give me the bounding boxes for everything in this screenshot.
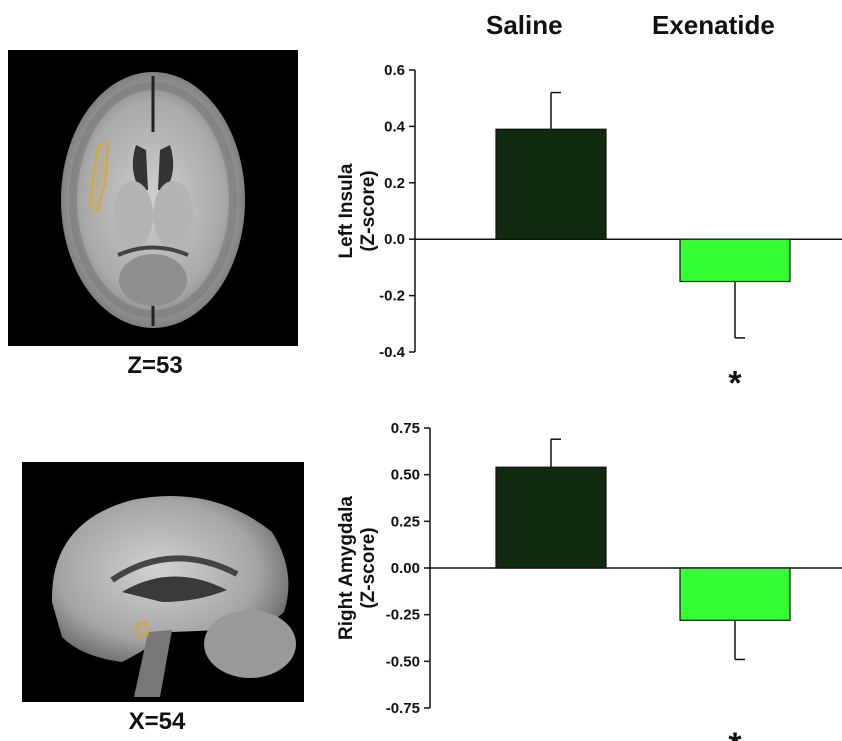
significance-star-amygdala: * [728, 726, 742, 741]
axial-brain-image [8, 50, 298, 346]
insula-roi-outline [89, 140, 109, 212]
y-tick-label-insula: 0.6 [384, 62, 405, 79]
y-tick-label-amygdala: 0.50 [391, 467, 420, 484]
y-tick-label-insula: 0.4 [384, 118, 406, 135]
y-axis-label-insula: (Z-score) [358, 170, 379, 251]
group-label-saline: Saline [486, 10, 563, 40]
y-tick-label-amygdala: -0.50 [386, 653, 420, 670]
significance-star-insula: * [728, 365, 742, 403]
group-label-exenatide: Exenatide [652, 10, 775, 40]
bar-amygdala-exenatide [679, 567, 791, 621]
y-axis-label-amygdala: (Z-score) [358, 527, 379, 608]
y-tick-label-insula: -0.4 [379, 344, 406, 361]
axial-slice-label: Z=53 [127, 352, 183, 379]
bar-amygdala-saline [495, 466, 607, 569]
sagittal-slice-label: X=54 [128, 708, 186, 735]
chart-amygdala: 0.75 0.50 0.25 0.00 -0.25 -0.50 -0.75 Right Amy… [336, 420, 842, 741]
sagittal-brain-image [22, 462, 304, 702]
y-tick-label-amygdala: 0.75 [391, 420, 420, 437]
chart-insula: 0.6 0.4 0.2 0.0 -0.2 -0.4 Left Insula (Z-score)… [336, 62, 842, 403]
y-tick-label-amygdala: -0.75 [386, 700, 420, 717]
y-tick-label-amygdala: 0.00 [391, 560, 420, 577]
y-tick-label-insula: 0.0 [384, 231, 405, 248]
y-axis-label-insula: Left Insula [336, 163, 357, 258]
amygdala-roi-outline [135, 621, 149, 639]
y-tick-label-amygdala: 0.25 [391, 513, 420, 530]
y-tick-label-insula: 0.2 [384, 175, 405, 192]
bar-insula-saline [495, 128, 607, 240]
y-axis-label-amygdala: Right Amygdala [336, 496, 357, 640]
y-tick-label-amygdala: -0.25 [386, 607, 420, 624]
bar-insula-exenatide [679, 238, 791, 283]
y-tick-label-insula: -0.2 [379, 288, 405, 305]
